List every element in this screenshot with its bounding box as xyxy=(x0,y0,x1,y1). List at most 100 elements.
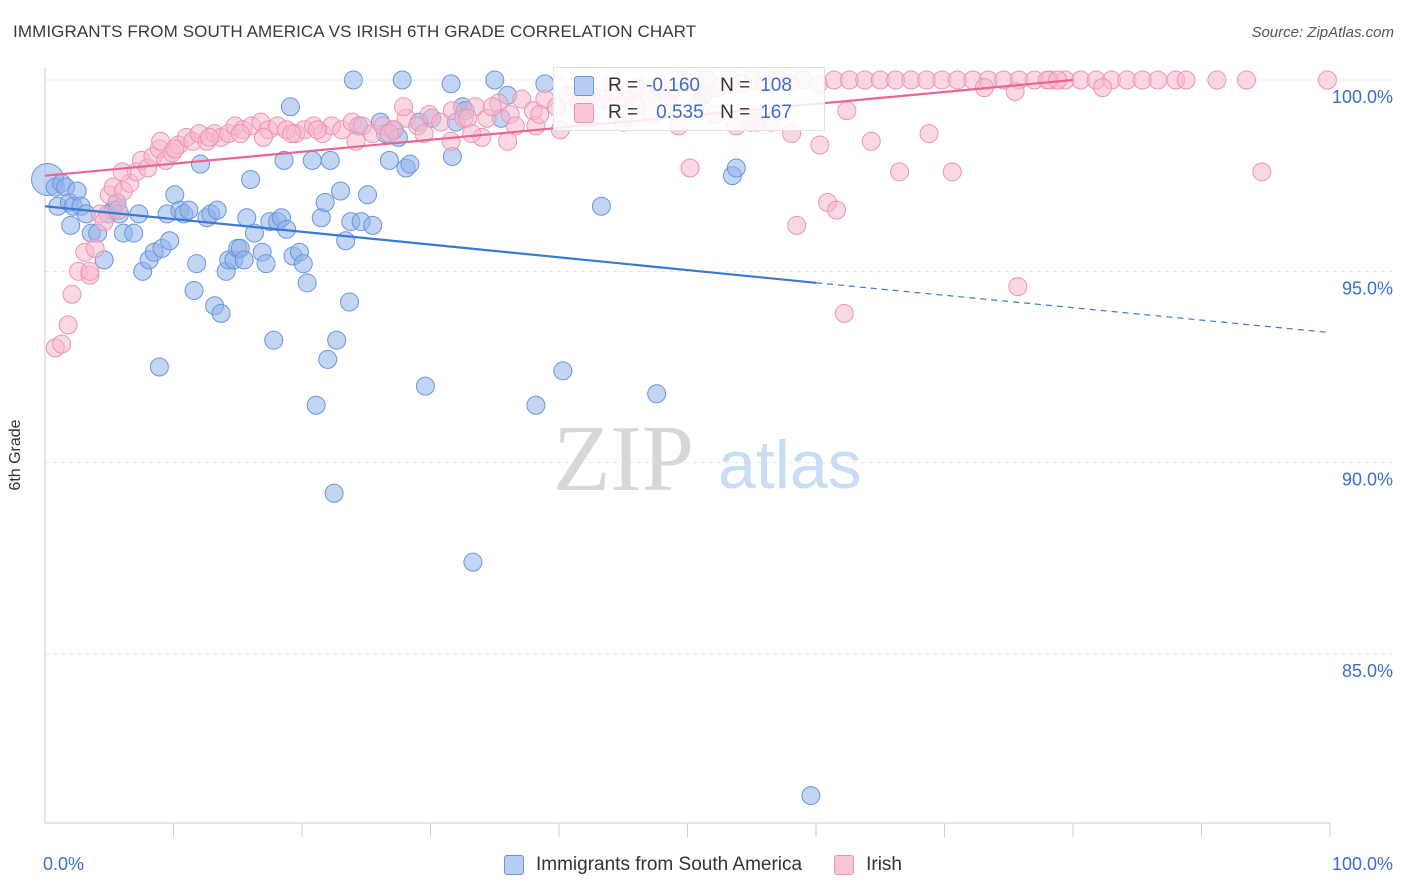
data-point xyxy=(431,112,451,132)
data-point xyxy=(647,384,667,404)
data-point xyxy=(108,200,128,220)
legend-row-south-america: R = -0.160 N = 108 xyxy=(574,74,792,98)
x-tick-label: 100.0% xyxy=(1332,854,1393,874)
data-point xyxy=(58,315,78,335)
data-point xyxy=(1252,162,1272,182)
data-point xyxy=(343,70,363,90)
data-point xyxy=(112,162,132,182)
data-point xyxy=(379,150,399,170)
watermark-zip: ZIP xyxy=(553,407,694,511)
data-point xyxy=(52,334,72,354)
legend-swatch-blue xyxy=(504,855,524,875)
x-tick-label: 0.0% xyxy=(43,854,84,874)
data-point xyxy=(293,254,313,274)
data-point xyxy=(1093,78,1113,98)
y-axis-label: 6th Grade xyxy=(7,419,24,491)
data-point xyxy=(306,395,326,415)
legend-r-label: R = xyxy=(608,102,639,123)
data-point xyxy=(363,215,383,235)
data-point xyxy=(726,158,746,178)
data-point xyxy=(463,552,483,572)
data-point xyxy=(199,127,219,147)
grid-lines xyxy=(45,79,1395,655)
data-point xyxy=(207,200,227,220)
data-point xyxy=(1317,70,1337,90)
data-point xyxy=(553,361,573,381)
data-point xyxy=(1005,81,1025,101)
watermark: ZIP atlas xyxy=(553,407,862,511)
data-point xyxy=(400,154,420,174)
legend-swatch-pink xyxy=(834,855,855,875)
data-point xyxy=(61,215,81,235)
data-point xyxy=(241,169,261,189)
trend-line-extension xyxy=(815,282,1331,334)
legend-r-label: R = xyxy=(608,75,639,96)
series-legend: Immigrants from South America Irish xyxy=(0,852,1406,878)
legend-swatch-blue xyxy=(574,76,594,96)
data-point xyxy=(1176,70,1196,90)
data-point xyxy=(179,200,199,220)
legend-swatch-pink xyxy=(574,103,594,123)
data-point xyxy=(415,376,435,396)
data-point xyxy=(80,261,100,281)
data-point xyxy=(234,250,254,270)
data-point xyxy=(890,162,910,182)
data-point xyxy=(379,124,399,144)
data-point xyxy=(307,120,327,140)
data-point xyxy=(230,124,250,144)
data-point xyxy=(485,70,505,90)
data-point xyxy=(302,150,322,170)
data-point xyxy=(264,330,284,350)
legend-r-value: -0.160 xyxy=(646,75,700,96)
data-point xyxy=(211,303,231,323)
data-point xyxy=(190,154,210,174)
data-point xyxy=(392,70,412,90)
data-point xyxy=(827,200,847,220)
data-point xyxy=(256,254,276,274)
data-point xyxy=(441,131,461,151)
data-point xyxy=(327,330,347,350)
data-point xyxy=(462,124,482,144)
data-point xyxy=(253,127,273,147)
legend-item-south-america: Immigrants from South America xyxy=(504,854,802,876)
data-point xyxy=(62,284,82,304)
legend-label: Immigrants from South America xyxy=(536,854,803,875)
data-point xyxy=(358,185,378,205)
legend-n-value: 108 xyxy=(760,75,792,96)
data-point xyxy=(282,124,302,144)
data-point xyxy=(801,786,821,806)
tick-labels: 100.0% 95.0% 90.0% 85.0% 0.0% 100.0% xyxy=(43,87,1393,874)
data-point xyxy=(85,238,105,258)
data-point xyxy=(315,192,335,212)
data-point xyxy=(680,158,700,178)
data-point xyxy=(297,273,317,293)
data-point xyxy=(414,124,434,144)
data-point xyxy=(530,104,550,124)
legend-r-value: 0.535 xyxy=(656,102,704,123)
y-tick-label: 85.0% xyxy=(1342,661,1393,681)
data-point xyxy=(512,89,532,109)
data-point xyxy=(280,97,300,117)
data-point xyxy=(787,215,807,235)
data-point xyxy=(810,135,830,155)
data-point xyxy=(861,131,881,151)
data-point xyxy=(1148,70,1168,90)
data-point xyxy=(498,131,518,151)
y-tick-label: 90.0% xyxy=(1342,470,1393,490)
data-point xyxy=(919,124,939,144)
legend-n-label: N = xyxy=(720,102,751,123)
series-points-south-america xyxy=(31,70,821,806)
legend-n-label: N = xyxy=(720,75,751,96)
legend-item-irish: Irish xyxy=(834,854,902,876)
data-point xyxy=(160,231,180,251)
data-point xyxy=(834,303,854,323)
data-point xyxy=(526,395,546,415)
y-tick-label: 95.0% xyxy=(1342,278,1393,298)
data-point xyxy=(320,150,340,170)
data-point xyxy=(942,162,962,182)
data-point xyxy=(1008,277,1028,297)
chart-title: IMMIGRANTS FROM SOUTH AMERICA VS IRISH 6… xyxy=(13,22,697,41)
data-point xyxy=(591,196,611,216)
data-point xyxy=(149,357,169,377)
data-point xyxy=(837,101,857,121)
